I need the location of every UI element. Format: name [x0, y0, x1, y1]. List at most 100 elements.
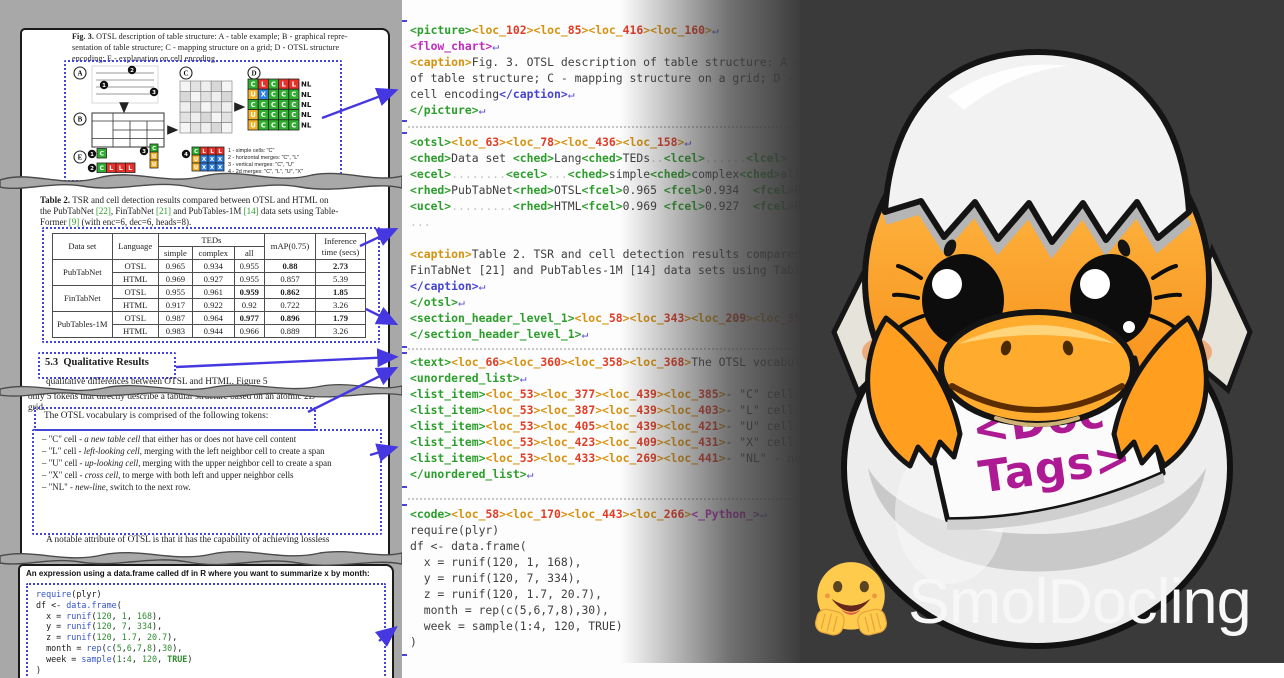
duck-bill	[938, 309, 1136, 427]
svg-text:X: X	[210, 165, 214, 171]
duck-wing-left	[865, 315, 963, 469]
region-edge-text	[402, 352, 407, 488]
svg-text:U: U	[152, 162, 156, 168]
doctags-block-text-list: <text><loc_66><loc_360><loc_358><loc_368…	[410, 355, 800, 481]
svg-text:X: X	[202, 165, 206, 171]
r-code-listing: require(plyr) df <- data.frame( x = runif…	[36, 589, 193, 675]
svg-text:L: L	[218, 149, 222, 155]
section-header-5-3: 5.3 Qualitative Results	[45, 357, 149, 368]
svg-text:C: C	[194, 149, 198, 155]
svg-text:2: 2	[130, 68, 134, 74]
brow-mark-left	[943, 239, 957, 257]
svg-text:L: L	[128, 165, 132, 172]
fig3-caption-line2: sentation of table structure; C - mappin…	[72, 43, 340, 52]
svg-text:1: 1	[90, 152, 94, 158]
fig3-caption-line1: Fig. 3. OTSL description of table struct…	[72, 32, 348, 41]
svg-text:X: X	[210, 157, 214, 163]
table2-caption-line1: Table 2. TSR and cell detection results …	[40, 195, 329, 205]
svg-text:C: C	[152, 146, 156, 152]
svg-text:U: U	[152, 154, 156, 160]
svg-text:L: L	[261, 81, 266, 89]
svg-text:C: C	[291, 101, 296, 109]
svg-text:C: C	[271, 111, 276, 119]
fig3-caption-lead: Fig. 3.	[72, 32, 95, 41]
svg-text:C: C	[271, 121, 276, 129]
svg-text:C: C	[281, 121, 286, 129]
svg-text:E: E	[78, 153, 83, 161]
svg-text:1 - simple cells: "C": 1 - simple cells: "C"	[228, 148, 274, 154]
table2-caption-lead: Table 2.	[40, 195, 71, 205]
svg-text:C: C	[271, 91, 276, 99]
svg-text:C: C	[281, 91, 286, 99]
svg-text:U: U	[250, 111, 255, 119]
svg-text:U: U	[194, 157, 198, 163]
brand-row: SmolDocling	[810, 552, 1252, 652]
svg-text:NL: NL	[301, 81, 312, 89]
svg-text:U: U	[250, 121, 255, 129]
svg-text:U: U	[194, 165, 198, 171]
block-divider-1	[408, 126, 794, 128]
region-box-section-header	[38, 352, 176, 379]
svg-text:L: L	[210, 149, 214, 155]
paper-panel: Fig. 3. OTSL description of table struct…	[0, 0, 402, 678]
fig3-caption-line3: encoding; E - explanation on cell encodi…	[72, 54, 216, 63]
brow-mark-right	[1117, 239, 1131, 257]
svg-text:4: 4	[184, 152, 188, 158]
block-divider-3	[408, 498, 794, 500]
svg-text:U: U	[250, 91, 255, 99]
svg-text:L: L	[202, 149, 206, 155]
product-title: SmolDocling	[908, 567, 1252, 637]
svg-text:C: C	[251, 101, 256, 109]
paragraph-line2: only 5 tokens that directly describe a t…	[28, 392, 316, 402]
svg-text:NL: NL	[301, 101, 312, 109]
svg-text:C: C	[281, 111, 286, 119]
doctags-panel: <picture><loc_102><loc_85><loc_416><loc_…	[402, 0, 800, 678]
svg-text:C: C	[99, 151, 104, 158]
r-intro: An expression using a data.frame called …	[26, 569, 370, 578]
svg-text:C: C	[271, 101, 276, 109]
svg-text:X: X	[261, 91, 267, 99]
svg-text:C: C	[183, 69, 188, 77]
vocab-list: – "C" cell - a new table cell that eithe…	[42, 434, 332, 492]
duck-wing-right	[1111, 315, 1209, 469]
svg-text:C: C	[261, 111, 266, 119]
svg-text:NL: NL	[301, 111, 312, 119]
doctags-block-picture: <picture><loc_102><loc_85><loc_416><loc_…	[410, 23, 800, 117]
svg-text:C: C	[291, 121, 296, 129]
svg-text:C: C	[291, 111, 296, 119]
svg-text:NL: NL	[301, 91, 312, 99]
svg-text:X: X	[202, 157, 206, 163]
region-box-table	[42, 227, 380, 343]
svg-text:NL: NL	[301, 121, 312, 129]
svg-text:C: C	[261, 121, 266, 129]
region-edge-code	[402, 504, 407, 656]
svg-text:C: C	[271, 81, 276, 89]
duck-hatching-illustration: <Doc Tags>	[800, 0, 1284, 663]
svg-text:A: A	[77, 69, 82, 77]
note-line: A notable attribute of OTSL is that it h…	[46, 535, 330, 545]
svg-text:X: X	[218, 165, 222, 171]
svg-text:C: C	[251, 81, 256, 89]
block-divider-2	[408, 348, 794, 350]
doctags-block-otsl: <otsl><loc_63><loc_78><loc_436><loc_158>…	[410, 135, 800, 341]
svg-text:C: C	[291, 91, 296, 99]
svg-text:L: L	[292, 81, 297, 89]
svg-text:C: C	[281, 101, 286, 109]
svg-text:D: D	[251, 69, 256, 77]
svg-text:C: C	[261, 101, 266, 109]
svg-text:C: C	[99, 165, 104, 172]
region-box-vocab-list	[32, 429, 382, 535]
paragraph-line1: qualitative differences between OTSL and…	[46, 377, 268, 387]
svg-text:4 - 2d merges: "C", "L", "U",: 4 - 2d merges: "C", "L", "U", "X"	[228, 169, 303, 175]
svg-text:1: 1	[102, 83, 106, 89]
svg-text:3: 3	[142, 149, 146, 155]
svg-text:3: 3	[152, 90, 156, 96]
svg-text:L: L	[119, 165, 123, 172]
mascot-panel: <Doc Tags>	[800, 0, 1284, 663]
doctags-block-code: <code><loc_58><loc_170><loc_443><loc_266…	[410, 507, 767, 649]
svg-text:X: X	[218, 157, 222, 163]
svg-text:L: L	[282, 81, 287, 89]
vocab-intro: The OTSL vocabulary is comprised of the …	[44, 411, 269, 421]
